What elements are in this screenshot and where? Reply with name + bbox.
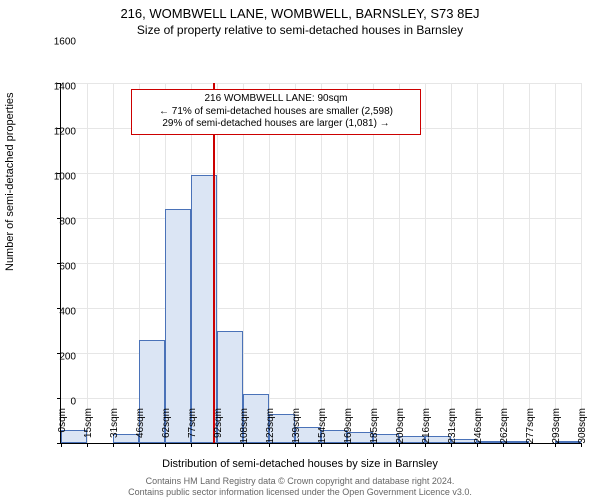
- xtick-mark: [373, 443, 374, 447]
- xtick-label: 77sqm: [187, 408, 198, 438]
- xtick-mark: [321, 443, 322, 447]
- ytick-label: 1000: [36, 172, 76, 183]
- gridline-v: [399, 83, 400, 443]
- xtick-mark: [503, 443, 504, 447]
- xtick-label: 123sqm: [265, 408, 276, 444]
- xtick-label: 31sqm: [109, 408, 120, 438]
- xtick-mark: [399, 443, 400, 447]
- gridline-v: [529, 83, 530, 443]
- annotation-box: 216 WOMBWELL LANE: 90sqm ← 71% of semi-d…: [131, 89, 421, 135]
- xtick-label: 216sqm: [421, 408, 432, 444]
- xtick-label: 92sqm: [213, 408, 224, 438]
- ytick-label: 200: [36, 352, 76, 363]
- gridline-v: [477, 83, 478, 443]
- xtick-label: 308sqm: [577, 408, 588, 444]
- xtick-label: 15sqm: [83, 408, 94, 438]
- ytick-label: 800: [36, 217, 76, 228]
- xtick-mark: [269, 443, 270, 447]
- xtick-mark: [451, 443, 452, 447]
- x-axis-label: Distribution of semi-detached houses by …: [0, 458, 600, 470]
- gridline-v: [321, 83, 322, 443]
- gridline-v: [555, 83, 556, 443]
- xtick-label: 0sqm: [57, 408, 68, 432]
- gridline-v: [113, 83, 114, 443]
- xtick-label: 185sqm: [369, 408, 380, 444]
- xtick-mark: [139, 443, 140, 447]
- footer-line-2: Contains public sector information licen…: [0, 487, 600, 498]
- y-axis-label: Number of semi-detached properties: [4, 92, 16, 271]
- xtick-label: 277sqm: [525, 408, 536, 444]
- annotation-line-2: ← 71% of semi-detached houses are smalle…: [138, 106, 414, 119]
- xtick-label: 139sqm: [291, 408, 302, 444]
- xtick-label: 200sqm: [395, 408, 406, 444]
- gridline-v: [295, 83, 296, 443]
- xtick-mark: [529, 443, 530, 447]
- gridline-v: [87, 83, 88, 443]
- annotation-line-3: 29% of semi-detached houses are larger (…: [138, 118, 414, 131]
- gridline-v: [243, 83, 244, 443]
- xtick-mark: [243, 443, 244, 447]
- plot-area: 216 WOMBWELL LANE: 90sqm ← 71% of semi-d…: [60, 83, 581, 444]
- gridline-v: [425, 83, 426, 443]
- ytick-label: 0: [36, 397, 76, 408]
- ytick-label: 600: [36, 262, 76, 273]
- xtick-mark: [191, 443, 192, 447]
- xtick-mark: [295, 443, 296, 447]
- xtick-label: 231sqm: [447, 408, 458, 444]
- chart-subtitle: Size of property relative to semi-detach…: [0, 21, 600, 41]
- xtick-label: 62sqm: [161, 408, 172, 438]
- ytick-label: 1400: [36, 82, 76, 93]
- xtick-mark: [165, 443, 166, 447]
- gridline-v: [503, 83, 504, 443]
- xtick-mark: [581, 443, 582, 447]
- gridline-v: [373, 83, 374, 443]
- annotation-line-1: 216 WOMBWELL LANE: 90sqm: [138, 93, 414, 106]
- xtick-label: 108sqm: [239, 408, 250, 444]
- ytick-label: 1200: [36, 127, 76, 138]
- xtick-mark: [347, 443, 348, 447]
- xtick-label: 169sqm: [343, 408, 354, 444]
- xtick-label: 293sqm: [551, 408, 562, 444]
- xtick-mark: [425, 443, 426, 447]
- ytick-label: 1600: [36, 37, 76, 48]
- chart-title: 216, WOMBWELL LANE, WOMBWELL, BARNSLEY, …: [0, 0, 600, 21]
- gridline-v: [581, 83, 582, 443]
- xtick-mark: [555, 443, 556, 447]
- xtick-label: 262sqm: [499, 408, 510, 444]
- xtick-mark: [477, 443, 478, 447]
- xtick-mark: [61, 443, 62, 447]
- footer-attribution: Contains HM Land Registry data © Crown c…: [0, 476, 600, 498]
- xtick-mark: [87, 443, 88, 447]
- xtick-mark: [217, 443, 218, 447]
- ytick-label: 400: [36, 307, 76, 318]
- xtick-mark: [113, 443, 114, 447]
- xtick-label: 154sqm: [317, 408, 328, 444]
- gridline-v: [269, 83, 270, 443]
- highlight-vline: [213, 83, 215, 443]
- gridline-v: [347, 83, 348, 443]
- footer-line-1: Contains HM Land Registry data © Crown c…: [0, 476, 600, 487]
- gridline-v: [451, 83, 452, 443]
- xtick-label: 246sqm: [473, 408, 484, 444]
- xtick-label: 46sqm: [135, 408, 146, 438]
